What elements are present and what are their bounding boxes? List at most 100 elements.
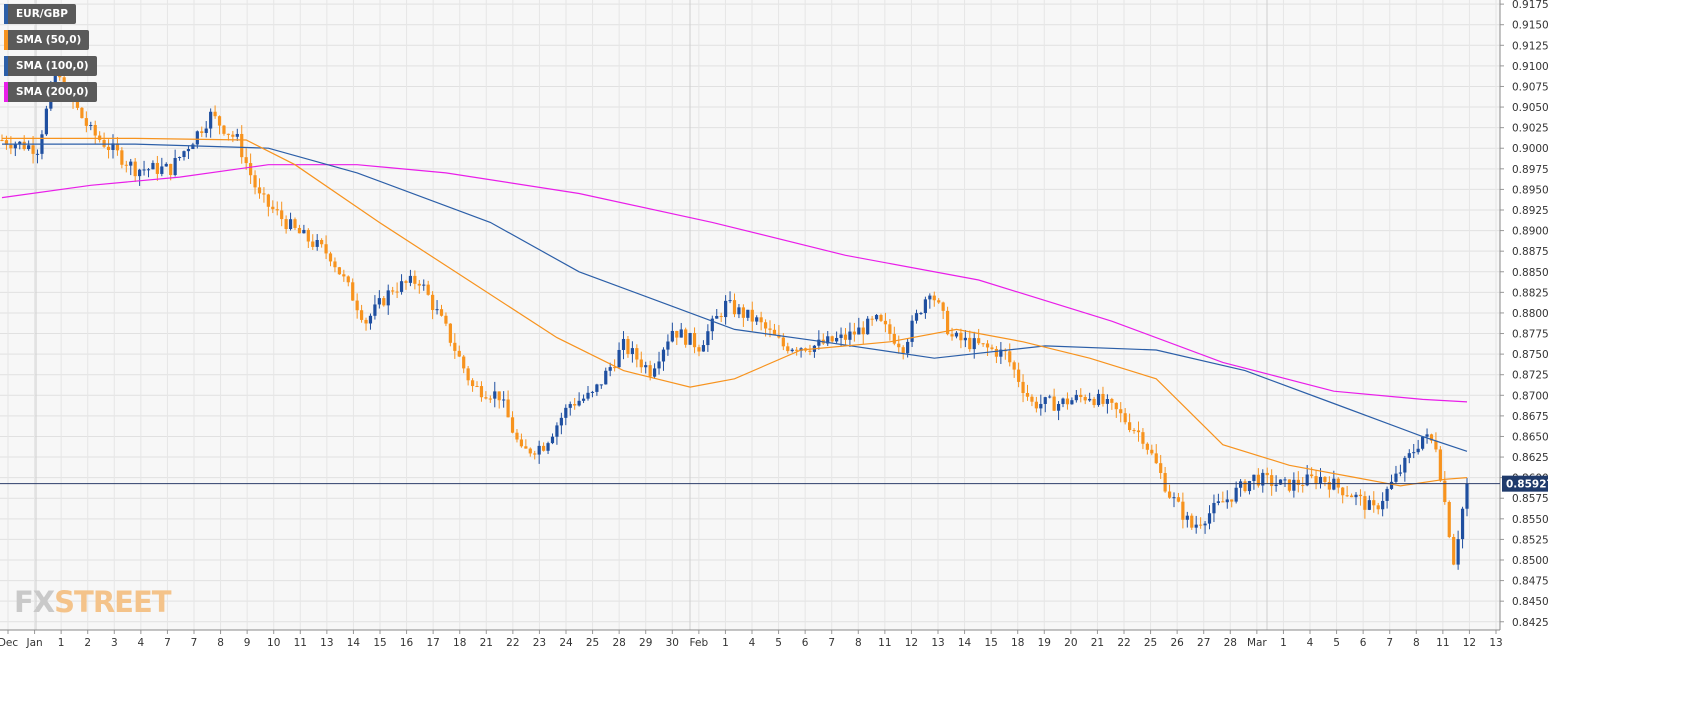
candle-body [138,169,142,177]
candle [93,120,97,144]
candle-body [519,439,524,447]
x-tick-label: 13 [320,637,333,649]
candle-body [719,315,723,318]
candle-body [874,314,879,320]
candle [98,131,102,143]
x-tick-label: 16 [400,637,414,649]
candle [932,291,936,307]
candle-body [249,163,253,176]
candle-body [275,209,279,211]
candle [954,331,959,339]
legend-sma100[interactable]: SMA (100,0) [4,56,97,76]
candle-body [968,337,972,350]
candle-body [1114,402,1118,410]
candle [866,316,870,335]
candle-body [1185,515,1189,520]
candle-body [1323,476,1327,483]
candle-body [142,169,146,171]
legend-label-sma50: SMA (50,0) [16,34,82,46]
candle-body [1074,394,1078,401]
candle [1096,389,1101,407]
candle-body [701,345,706,352]
candle-body [977,338,981,344]
legend-sma200[interactable]: SMA (200,0) [4,82,97,102]
candle-body [1296,479,1300,486]
candle-body [1025,393,1030,397]
candle [1145,442,1149,455]
candle-body [1456,539,1460,565]
candle [9,136,13,155]
candle-body [741,307,745,318]
candle [413,270,417,290]
x-tick-label: 6 [802,637,809,649]
candle [790,348,794,353]
x-tick-label: 10 [267,637,280,649]
candle-body [302,229,306,234]
x-tick-label: 7 [828,637,835,649]
candle [1203,521,1207,534]
candle [1092,396,1096,408]
candle-body [666,341,670,350]
candle [1265,467,1269,484]
candle [914,309,919,324]
y-tick-label: 0.8550 [1512,514,1549,526]
candle [675,330,679,345]
candle [382,296,386,307]
candle-body [879,314,883,321]
candle [1345,485,1349,498]
candle [106,139,111,159]
legend-label-sma200: SMA (200,0) [16,86,89,98]
y-tick-label: 0.8725 [1512,370,1549,382]
candle [1443,471,1447,505]
candle [1207,505,1212,530]
candle [830,335,834,343]
candle-body [502,399,506,401]
candle-body [240,133,244,158]
candle [1088,392,1092,402]
legend-label-sma100: SMA (100,0) [16,60,89,72]
y-tick-label: 0.8775 [1512,329,1549,341]
candle [1296,471,1300,493]
candle [688,332,692,346]
candle-body [408,275,413,283]
candle [928,293,932,309]
candle [879,313,883,323]
candle-body [732,300,737,315]
candle-body [621,338,626,350]
y-tick-label: 0.8500 [1512,555,1549,567]
x-tick-label: 3 [111,637,118,649]
candle [1403,455,1407,482]
candle-body [18,141,22,145]
candle [160,157,164,177]
candle-body [954,332,959,337]
candle-body [120,150,124,165]
candle [657,351,661,375]
candle-body [1172,497,1176,499]
candle-body [1429,434,1434,441]
candle [737,303,741,319]
candle [235,128,239,141]
candle-body [1274,484,1278,487]
candle-body [1438,449,1442,481]
candle [644,361,648,374]
candle-body [1088,398,1092,401]
candle [870,315,874,326]
candle-body [883,320,888,325]
legend-sma50[interactable]: SMA (50,0) [4,30,90,50]
candle [1123,408,1127,425]
candle-body [209,111,213,129]
candle-body [226,133,231,135]
candle [977,328,981,346]
candle [985,340,990,356]
y-tick-label: 0.9025 [1512,123,1549,135]
legend-eurgbp[interactable]: EUR/GBP [4,4,76,24]
sma100-line [2,143,1468,452]
candle-body [35,153,40,155]
candle [1398,464,1403,477]
candle-body [195,131,199,145]
candle [1234,481,1238,504]
candle-body [795,349,799,351]
candle [249,153,253,184]
candle [373,295,377,320]
logo-fx: FX [14,585,55,619]
